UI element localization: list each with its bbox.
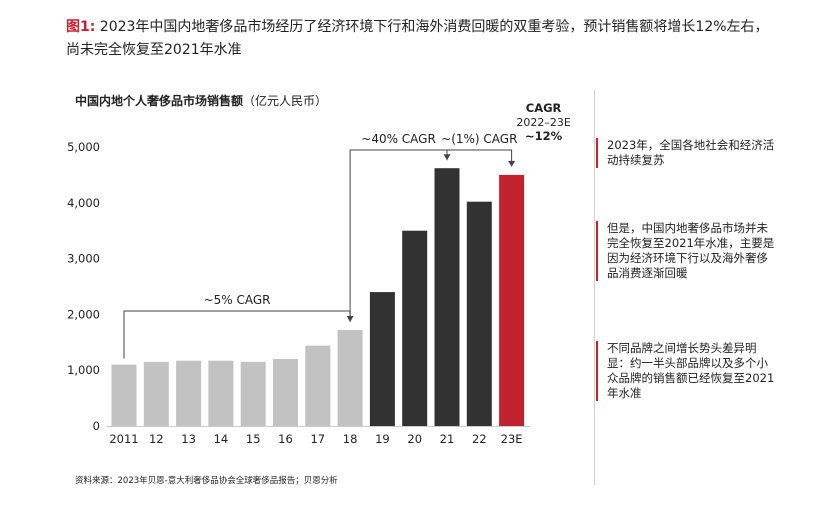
bar-18 xyxy=(337,330,363,426)
figure-label: 图1: xyxy=(66,19,96,35)
bar-15 xyxy=(240,361,266,426)
x-tick-label: 13 xyxy=(181,432,196,446)
bar-12 xyxy=(143,361,169,426)
x-tick-label: 22 xyxy=(472,432,487,446)
cagr-callout-period: 2022–23E xyxy=(516,116,570,129)
cagr-label: ~40% CAGR xyxy=(361,132,436,146)
x-tick-label: 16 xyxy=(278,432,293,446)
note-recovery: 2023年，全国各地社会和经济活动持续复苏 xyxy=(596,138,777,168)
x-tick-label: 12 xyxy=(149,432,164,446)
x-tick-label: 18 xyxy=(343,432,358,446)
y-tick-label: 3,000 xyxy=(67,252,100,266)
x-tick-label: 20 xyxy=(407,432,422,446)
chart-unit: （亿元人民币） xyxy=(243,94,328,108)
x-tick-label: 14 xyxy=(214,432,229,446)
x-tick-label: 17 xyxy=(310,432,325,446)
bar-21 xyxy=(434,168,460,427)
x-tick-label: 23E xyxy=(501,432,523,446)
cagr-callout-title: CAGR xyxy=(526,101,562,115)
cagr-label: ~5% CAGR xyxy=(204,293,271,307)
cagr-arrowhead xyxy=(508,160,516,167)
note-not-recovered: 但是，中国内地奢侈品市场并未完全恢复至2021年水准，主要是因为经济环境下行以及… xyxy=(596,221,777,281)
bar-16 xyxy=(273,359,298,426)
bar-22 xyxy=(466,201,492,426)
bar-14 xyxy=(208,360,234,426)
divider-line xyxy=(594,90,595,485)
x-tick-label: 2011 xyxy=(109,432,138,446)
bar-19 xyxy=(369,292,395,426)
cagr-label: ~(1%) CAGR xyxy=(441,132,517,146)
y-tick-label: 1,000 xyxy=(67,363,100,377)
bar-2011 xyxy=(111,364,137,426)
cagr-bracket xyxy=(446,149,513,162)
y-tick-label: 2,000 xyxy=(67,307,100,321)
cagr-callout-value: ~12% xyxy=(525,129,563,143)
chart-title-text: 中国内地个人奢侈品市场销售额 xyxy=(75,94,244,108)
bar-20 xyxy=(402,230,428,426)
x-tick-label: 19 xyxy=(375,432,390,446)
chart-title: 中国内地个人奢侈品市场销售额（亿元人民币） xyxy=(75,92,327,109)
note-brand-divergence: 不同品牌之间增长势头差异明显：约一半头部品牌以及多个小众品牌的销售额已经恢复至2… xyxy=(596,341,777,401)
figure-title-text: 2023年中国内地奢侈品市场经历了经济环境下行和海外消费回暖的双重考验，预计销售… xyxy=(66,19,769,58)
y-tick-label: 4,000 xyxy=(67,196,100,210)
cagr-bracket xyxy=(349,149,448,323)
bar-23E xyxy=(499,174,525,426)
x-tick-label: 21 xyxy=(440,432,455,446)
source-note: 资料来源：2023年贝恩-意大利奢侈品协会全球奢侈品报告；贝恩分析 xyxy=(75,476,338,486)
y-tick-label: 0 xyxy=(93,419,100,433)
bar-13 xyxy=(176,360,202,426)
bar-17 xyxy=(305,345,331,426)
x-tick-label: 15 xyxy=(246,432,261,446)
figure-title: 图1: 2023年中国内地奢侈品市场经历了经济环境下行和海外消费回暖的双重考验，… xyxy=(66,16,776,62)
y-tick-label: 5,000 xyxy=(67,140,100,154)
